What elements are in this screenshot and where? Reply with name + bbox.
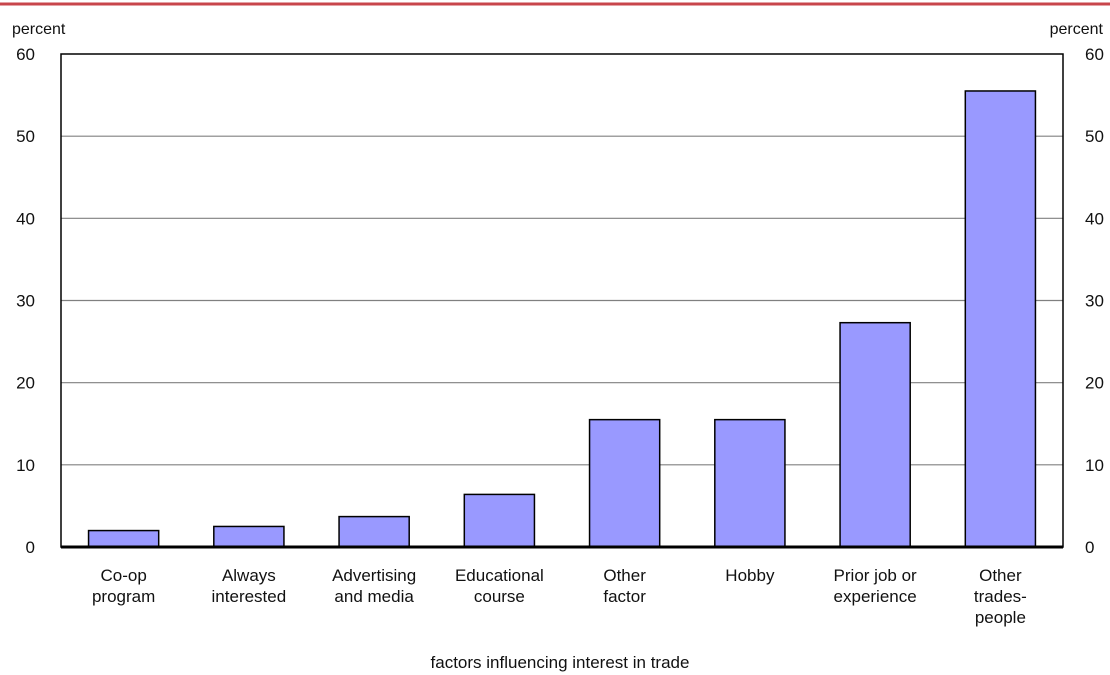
y-tick-label-left: 40 — [16, 209, 35, 228]
y-axis-right-label: percent — [1050, 21, 1104, 38]
y-tick-label-left: 30 — [16, 292, 35, 311]
x-category-label-line: interested — [212, 587, 287, 606]
x-category-label-line: Educational — [455, 566, 544, 585]
x-category-label-line: and media — [334, 587, 414, 606]
gridlines — [61, 135, 1063, 466]
x-category-label-line: trades- — [974, 587, 1027, 606]
x-category-label-line: experience — [834, 587, 917, 606]
x-category-label: Co-op program — [92, 566, 155, 606]
x-category-label: Other factor — [603, 566, 646, 606]
x-category-label-line: factor — [603, 587, 646, 606]
y-tick-label-left: 20 — [16, 374, 35, 393]
x-category-label-line: course — [474, 587, 525, 606]
bar — [463, 493, 536, 548]
x-category-label-line: Always — [222, 566, 276, 585]
x-category-label-line: Hobby — [725, 566, 775, 585]
y-tick-label-right: 20 — [1085, 374, 1104, 393]
x-category-label-line: Co-op — [100, 566, 146, 585]
x-category-label-line: Prior job or — [834, 566, 917, 585]
bar — [714, 418, 786, 548]
y-tick-label-left: 10 — [16, 456, 35, 475]
x-category-label-line: Advertising — [332, 566, 416, 585]
bar — [839, 321, 911, 548]
y-tick-label-right: 0 — [1085, 538, 1094, 557]
y-tick-label-right: 50 — [1085, 127, 1104, 146]
bar — [213, 525, 285, 548]
x-category-labels: Co-op program Always interested Advertising a… — [92, 566, 1027, 627]
bar — [964, 90, 1037, 548]
y-tick-label-left: 50 — [16, 127, 35, 146]
y-tick-label-left: 60 — [16, 45, 35, 64]
x-category-label-line: people — [975, 608, 1026, 627]
x-category-label: Advertising and media — [332, 566, 416, 606]
y-tick-labels: 0 0 10 10 20 20 30 30 40 40 50 50 60 60 — [16, 45, 1104, 557]
x-axis-title: factors influencing interest in trade — [431, 653, 690, 672]
x-category-label: Hobby — [725, 566, 775, 585]
y-tick-label-left: 0 — [26, 538, 35, 557]
bar — [588, 418, 661, 548]
x-category-label: Prior job or experience — [834, 566, 917, 606]
x-category-label: Always interested — [212, 566, 287, 606]
x-category-label-line: program — [92, 587, 155, 606]
x-category-label-line: Other — [979, 566, 1022, 585]
x-category-label: Educational course — [455, 566, 544, 606]
y-tick-label-right: 60 — [1085, 45, 1104, 64]
x-category-label: Other trades-people — [974, 566, 1027, 627]
bar — [338, 515, 410, 548]
y-tick-label-right: 30 — [1085, 292, 1104, 311]
y-tick-label-right: 40 — [1085, 209, 1104, 228]
y-tick-label-right: 10 — [1085, 456, 1104, 475]
y-axis-left-label: percent — [12, 21, 66, 38]
x-category-label-line: Other — [603, 566, 646, 585]
bar — [87, 529, 160, 548]
